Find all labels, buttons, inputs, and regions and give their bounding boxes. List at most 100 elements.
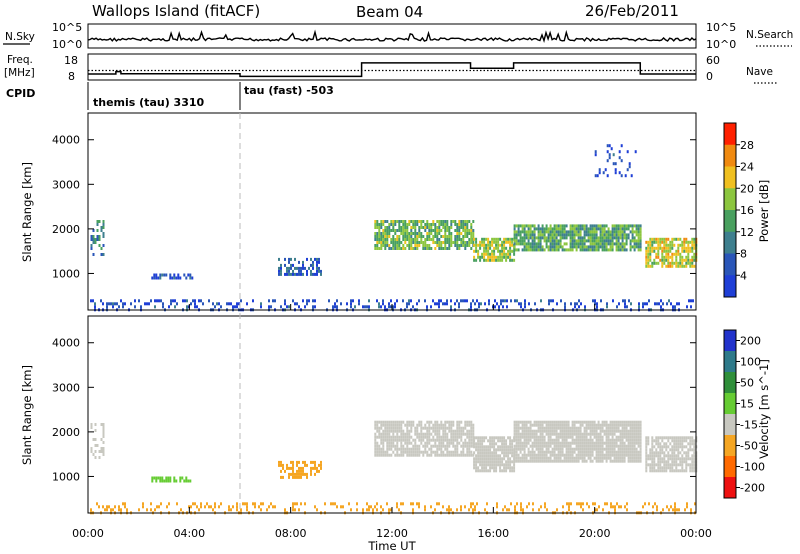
power-cell-6-1303 [689,258,692,262]
power-cell-5-713 [531,239,534,243]
velocity-cell-6-1757 [673,448,676,452]
velocity-cell-5-1348 [597,450,600,454]
velocity-cell-5-1488 [621,420,624,424]
power-cell-5-678 [523,230,526,234]
power-cell-6-1269 [681,240,684,244]
velocity-cell-7-2028 [430,505,432,509]
velocity-cell-5-1029 [547,426,550,430]
power-cell-6-1249 [675,249,678,253]
power-cell-3-197 [390,247,393,250]
power-cell-8-1610 [520,305,522,309]
velocity-cell-7-2113 [604,502,606,506]
velocity-cell-5-1255 [583,429,586,433]
power-cell-3-365 [434,247,437,250]
velocity-cell-3-396 [430,444,433,448]
velocity-cell-4-605 [473,451,476,455]
power-cell-4-571 [493,240,496,244]
velocity-cell-0-21 [102,429,105,432]
power-cell-4-556 [487,258,490,262]
velocity-cell-7-2084 [546,508,548,512]
velocity-cell-3-520 [456,435,459,439]
velocity-cell-7-2026 [424,505,426,509]
power-cell-5-995 [603,239,606,243]
power-cell-4-549 [487,237,490,241]
velocity-cell-5-1094 [557,435,560,439]
velocity-cell-3-359 [422,435,425,439]
velocity-cell-4-601 [473,436,476,440]
power-cell-3-425 [450,232,453,235]
velocity-cell-5-1523 [625,447,628,451]
velocity-cell-3-225 [392,450,395,454]
velocity-cell-5-1249 [581,450,584,454]
power-cell-3-209 [394,229,397,232]
velocity-cell-5-1276 [585,450,588,454]
velocity-cell-5-1292 [589,426,592,430]
power-cell-3-331 [426,220,429,223]
velocity-cell-3-353 [420,435,423,439]
power-cell-3-236 [400,247,403,250]
power-cell-4-511 [473,243,476,247]
power-cell-3-188 [388,232,391,235]
power-cell-5-970 [597,242,600,246]
power-cell-6-1162 [651,240,654,244]
power-cell-3-292 [414,238,417,241]
velocity-cell-5-965 [537,426,540,430]
power-cell-3-275 [410,238,413,241]
velocity-cell-7-2058 [496,502,498,506]
velocity-cell-5-1351 [597,459,600,463]
velocity-cell-7-1931 [214,505,216,509]
power-cell-6-1218 [665,264,668,268]
power-cell-4-588 [497,255,500,259]
velocity-cell-5-852 [517,447,520,451]
velocity-cell-3-193 [386,450,389,454]
velocity-cell-6-1844 [691,460,694,464]
power-cell-3-445 [456,241,459,244]
velocity-cell-5-1099 [557,450,560,454]
power-cell-3-262 [408,220,411,223]
velocity-cell-3-302 [408,447,411,451]
velocity-cell-3-471 [446,435,449,439]
power-cell-1-33 [153,276,156,280]
power-cell-2-90 [298,269,300,273]
velocity-cell-5-970 [537,444,540,448]
power-cell-3-396 [444,220,447,223]
power-cell-3-206 [392,247,395,250]
velocity-cell-5-1386 [605,420,608,424]
power-cell-8-1689 [674,305,676,309]
power-cell-8-1500 [340,302,342,306]
velocity-cell-5-1273 [585,441,588,445]
nave-label: Nave [746,66,773,78]
power-cell-5-788 [551,239,554,243]
velocity-cell-5-992 [541,426,544,430]
power-cell-8-1639 [578,305,580,309]
power-cell-8-1405 [162,302,164,306]
velocity-cell-5-1206 [575,432,578,436]
power-cell-8-1391 [134,299,136,303]
velocity-cell-3-327 [414,447,417,451]
power-cell-5-665 [519,233,522,237]
power-cell-5-846 [567,230,570,234]
velocity-cell-3-316 [412,438,415,442]
velocity-cell-6-1651 [651,451,654,455]
velocity-cell-3-530 [458,429,461,433]
velocity-cell-3-486 [448,453,451,457]
power-cell-8-1692 [678,302,680,306]
velocity-cell-5-1407 [607,444,610,448]
power-cell-5-810 [557,224,560,228]
velocity-cell-5-968 [537,438,540,442]
power-cell-8-1443 [228,302,230,306]
power-cell-6-1286 [685,246,688,250]
power-cell-5-673 [521,239,524,243]
velocity-cell-7-2103 [582,508,584,512]
velocity-cell-4-774 [505,463,508,467]
power-cell-3-312 [420,223,423,226]
velocity-cell-1-50 [181,476,184,480]
power-cell-6-1177 [655,252,658,256]
velocity-cell-3-565 [466,441,469,445]
power-cell-1-53 [187,273,190,277]
velocity-cell-2-101 [304,463,306,467]
power-cell-5-1033 [613,233,616,237]
power-cell-8-1550 [426,305,428,309]
power-cell-5-725 [533,248,536,252]
velocity-cell-4-698 [491,442,494,446]
